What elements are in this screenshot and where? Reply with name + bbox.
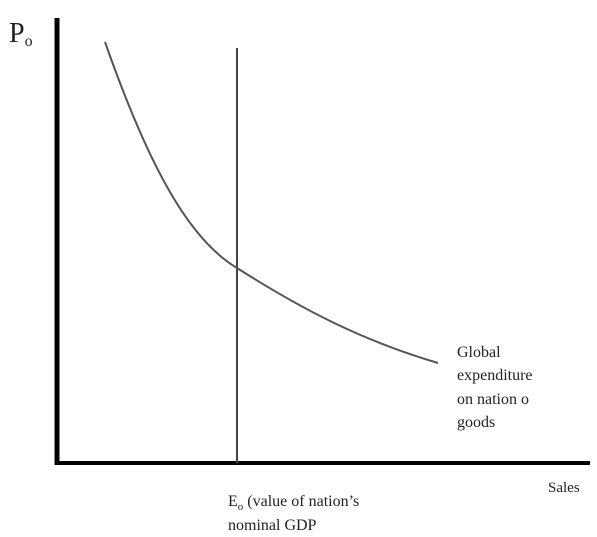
expenditure-curve (104, 41, 439, 364)
vertical-line-label: nominal GDP (228, 517, 317, 534)
vertical-line-label: Eo (value of nation’s (228, 493, 359, 513)
curve-label-line: on nation o (457, 391, 529, 408)
x-axis-label: Sales (548, 480, 580, 496)
y-axis-label: Po (9, 18, 33, 50)
curve-label-line: expenditure (457, 367, 533, 384)
symbol: E (228, 493, 238, 510)
subscript: o (25, 33, 33, 50)
subscript: o (238, 501, 244, 513)
label-text: (value of nation’s (247, 493, 359, 510)
curve-label-line: goods (457, 414, 495, 431)
curve-label-line: Global (457, 344, 501, 361)
symbol: P (9, 18, 25, 49)
